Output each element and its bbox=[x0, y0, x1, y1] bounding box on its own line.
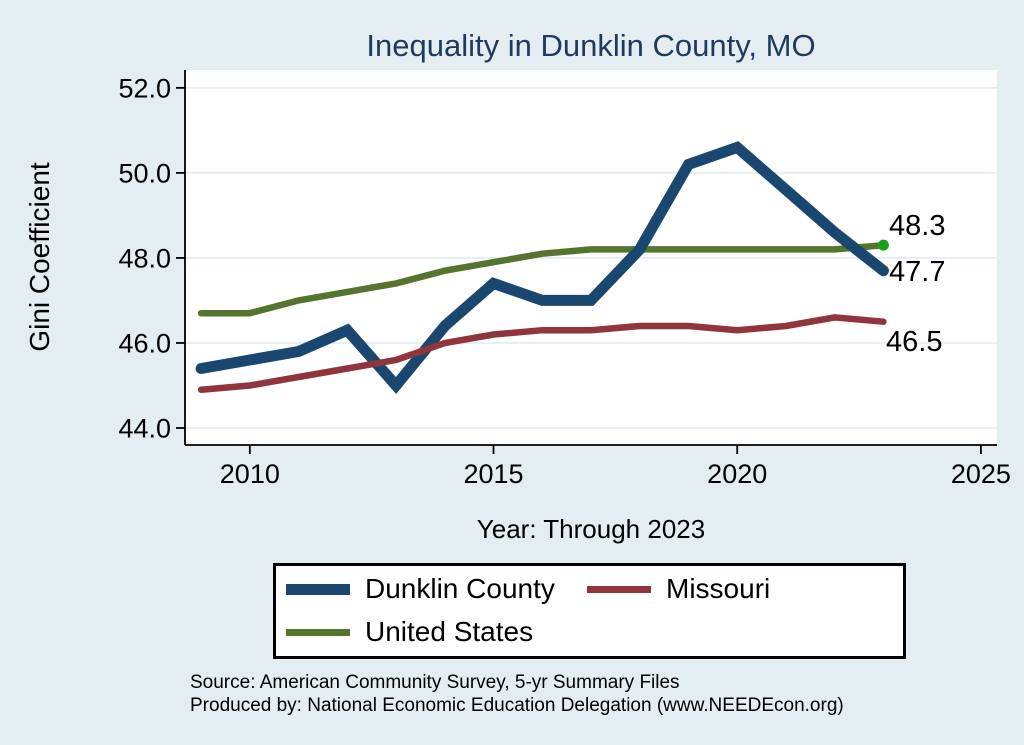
series-line-united-states bbox=[197, 241, 887, 317]
series-line-missouri bbox=[197, 314, 887, 393]
y-tick-label: 44.0 bbox=[118, 413, 171, 443]
x-tick-label: 2025 bbox=[951, 459, 1011, 489]
y-tick-label: 50.0 bbox=[118, 158, 171, 188]
legend-label-dunklin-county: Dunklin County bbox=[365, 573, 555, 604]
y-tick-label: 48.0 bbox=[118, 243, 171, 273]
legend-box: Dunklin County Missouri United States bbox=[273, 563, 906, 659]
chart-title: Inequality in Dunklin County, MO bbox=[366, 28, 816, 63]
legend-item-missouri: Missouri bbox=[587, 567, 770, 611]
end-marker-united-states bbox=[877, 239, 889, 251]
end-value-label-missouri: 46.5 bbox=[886, 326, 943, 358]
x-axis-title: Year: Through 2023 bbox=[476, 514, 706, 544]
x-tick-label: 2015 bbox=[463, 459, 523, 489]
end-value-label-dunklin-county: 47.7 bbox=[889, 256, 946, 288]
plot-area: 52.0 50.0 48.0 46.0 44.0 2010 2015 2020 2025 bbox=[118, 70, 1011, 489]
y-tick-label: 46.0 bbox=[118, 328, 171, 358]
legend-label-united-states: United States bbox=[365, 616, 534, 647]
legend-item-dunklin-county: Dunklin County bbox=[286, 567, 555, 611]
y-tick-label: 52.0 bbox=[118, 73, 171, 103]
legend-swatch-dunklin-county bbox=[286, 583, 350, 595]
legend-item-united-states: United States bbox=[286, 610, 533, 654]
legend-swatch-missouri bbox=[587, 585, 651, 593]
series-line-dunklin-county bbox=[195, 141, 889, 394]
source-note: Source: American Community Survey, 5-yr … bbox=[190, 671, 844, 717]
legend-swatch-united-states bbox=[286, 628, 350, 636]
source-line: Source: American Community Survey, 5-yr … bbox=[190, 672, 680, 693]
end-value-label-united-states: 48.3 bbox=[889, 210, 946, 242]
produced-by-line: Produced by: National Economic Education… bbox=[190, 695, 844, 716]
x-tick-label: 2010 bbox=[220, 459, 280, 489]
legend-label-missouri: Missouri bbox=[666, 573, 771, 604]
x-tick-label: 2020 bbox=[707, 459, 767, 489]
